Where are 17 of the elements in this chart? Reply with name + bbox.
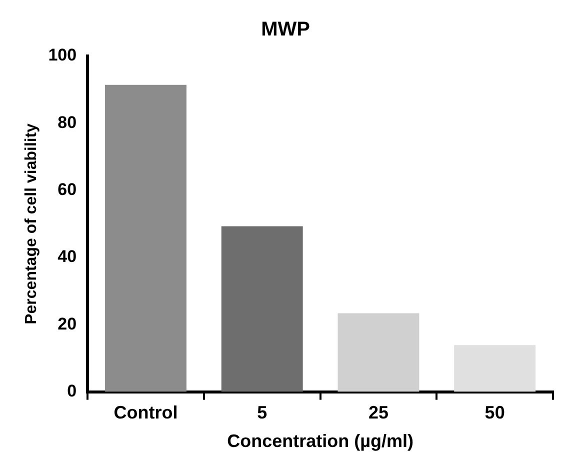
chart-title: MWP: [261, 18, 310, 41]
bar: [338, 313, 420, 392]
y-tick-label: 100: [48, 46, 77, 65]
y-tick-label: 80: [58, 112, 77, 132]
bar: [454, 345, 536, 392]
y-tick-label: 40: [58, 247, 77, 266]
bar: [221, 226, 303, 392]
y-tick-label: 0: [67, 381, 77, 400]
x-tick-label: 5: [257, 402, 268, 423]
y-axis-title: Percentage of cell viability: [23, 123, 40, 324]
y-tick-label: 60: [58, 180, 77, 200]
x-tick-label: 50: [484, 402, 505, 423]
x-tick-label: Control: [114, 402, 178, 423]
x-axis-title: Concentration (µg/ml): [227, 431, 414, 452]
bar: [105, 84, 186, 392]
y-tick-label: 20: [58, 314, 77, 334]
x-tick-label: 25: [368, 402, 388, 423]
